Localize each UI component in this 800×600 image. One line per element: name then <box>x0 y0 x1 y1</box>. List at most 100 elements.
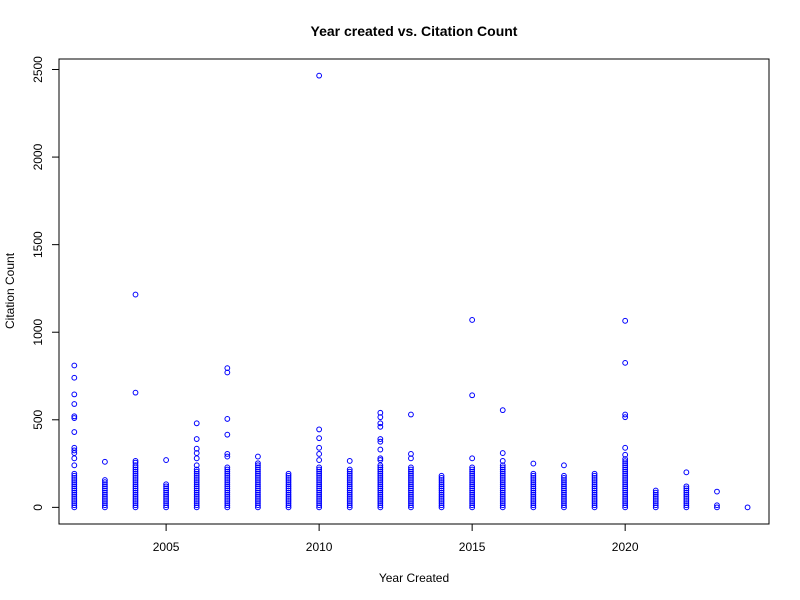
data-point <box>132 493 139 500</box>
data-point <box>346 477 353 483</box>
data-point <box>132 470 139 477</box>
data-point <box>346 475 353 481</box>
data-point <box>132 496 139 502</box>
data-point <box>408 483 414 490</box>
data-point <box>224 489 231 496</box>
data-point <box>224 487 231 494</box>
y-tick-label: 1500 <box>31 231 45 258</box>
data-point <box>622 498 629 504</box>
data-point <box>622 462 629 469</box>
data-point <box>71 429 78 435</box>
data-point <box>163 485 170 492</box>
data-point <box>408 500 414 507</box>
data-point <box>622 477 629 483</box>
data-point <box>499 500 506 507</box>
data-point <box>346 498 353 504</box>
data-point <box>591 489 598 496</box>
data-point <box>193 470 200 477</box>
data-point <box>622 504 629 511</box>
data-point <box>102 496 108 502</box>
data-point <box>591 479 598 486</box>
data-point <box>346 468 353 475</box>
data-point <box>683 493 690 500</box>
data-point <box>561 485 567 492</box>
data-point <box>377 472 384 479</box>
data-point <box>561 462 567 469</box>
data-point <box>255 472 261 479</box>
data-point <box>346 479 353 486</box>
data-point <box>316 487 323 494</box>
data-point <box>71 487 78 494</box>
data-point <box>591 485 598 492</box>
data-point <box>499 458 506 464</box>
data-point <box>499 502 506 509</box>
data-point <box>622 485 629 492</box>
data-point <box>561 496 567 502</box>
data-point <box>683 491 690 498</box>
data-point <box>255 466 261 473</box>
data-point <box>255 487 261 494</box>
data-point <box>193 481 200 488</box>
data-point <box>71 500 78 507</box>
data-point <box>591 504 598 511</box>
data-point <box>346 496 353 502</box>
data-point <box>346 466 353 473</box>
data-point <box>132 502 139 509</box>
data-point <box>408 496 414 502</box>
data-point <box>163 496 170 502</box>
data-point <box>255 479 261 486</box>
data-point <box>469 502 476 509</box>
data-point <box>285 475 292 481</box>
data-point <box>316 435 323 442</box>
data-point <box>622 493 629 500</box>
data-point <box>224 416 231 422</box>
data-point <box>499 487 506 494</box>
data-point <box>408 475 414 481</box>
data-point <box>316 470 323 477</box>
data-point <box>71 415 78 421</box>
data-point <box>132 291 139 298</box>
data-point <box>377 414 384 421</box>
data-point <box>408 472 414 479</box>
data-point <box>438 475 445 481</box>
data-point <box>438 498 445 504</box>
data-point <box>316 483 323 490</box>
data-point <box>377 468 384 475</box>
data-point <box>377 502 384 509</box>
y-tick-label: 500 <box>31 409 45 429</box>
data-point <box>438 500 445 507</box>
data-point <box>285 496 292 502</box>
data-point <box>408 502 414 509</box>
data-point <box>469 493 476 500</box>
data-point <box>377 483 384 490</box>
data-point <box>163 489 170 496</box>
data-point <box>714 488 720 495</box>
data-point <box>408 466 414 473</box>
data-point <box>346 487 353 494</box>
data-point <box>163 500 170 507</box>
data-point <box>377 464 384 471</box>
data-point <box>224 491 231 498</box>
data-point <box>561 477 567 483</box>
data-point <box>255 485 261 492</box>
data-point <box>438 485 445 492</box>
data-point <box>530 485 537 492</box>
data-point <box>469 487 476 494</box>
data-point <box>377 477 384 483</box>
data-point <box>530 472 537 479</box>
data-point <box>71 472 78 479</box>
data-point <box>683 498 690 504</box>
data-point <box>438 483 445 490</box>
data-point <box>499 493 506 500</box>
data-point <box>224 502 231 509</box>
data-point <box>622 470 629 477</box>
data-point <box>499 468 506 475</box>
data-point <box>622 472 629 479</box>
data-point <box>622 481 629 488</box>
data-point <box>499 491 506 498</box>
data-point <box>469 483 476 490</box>
data-point <box>132 487 139 494</box>
data-point <box>255 489 261 496</box>
data-point <box>71 391 78 398</box>
data-point <box>102 504 108 511</box>
